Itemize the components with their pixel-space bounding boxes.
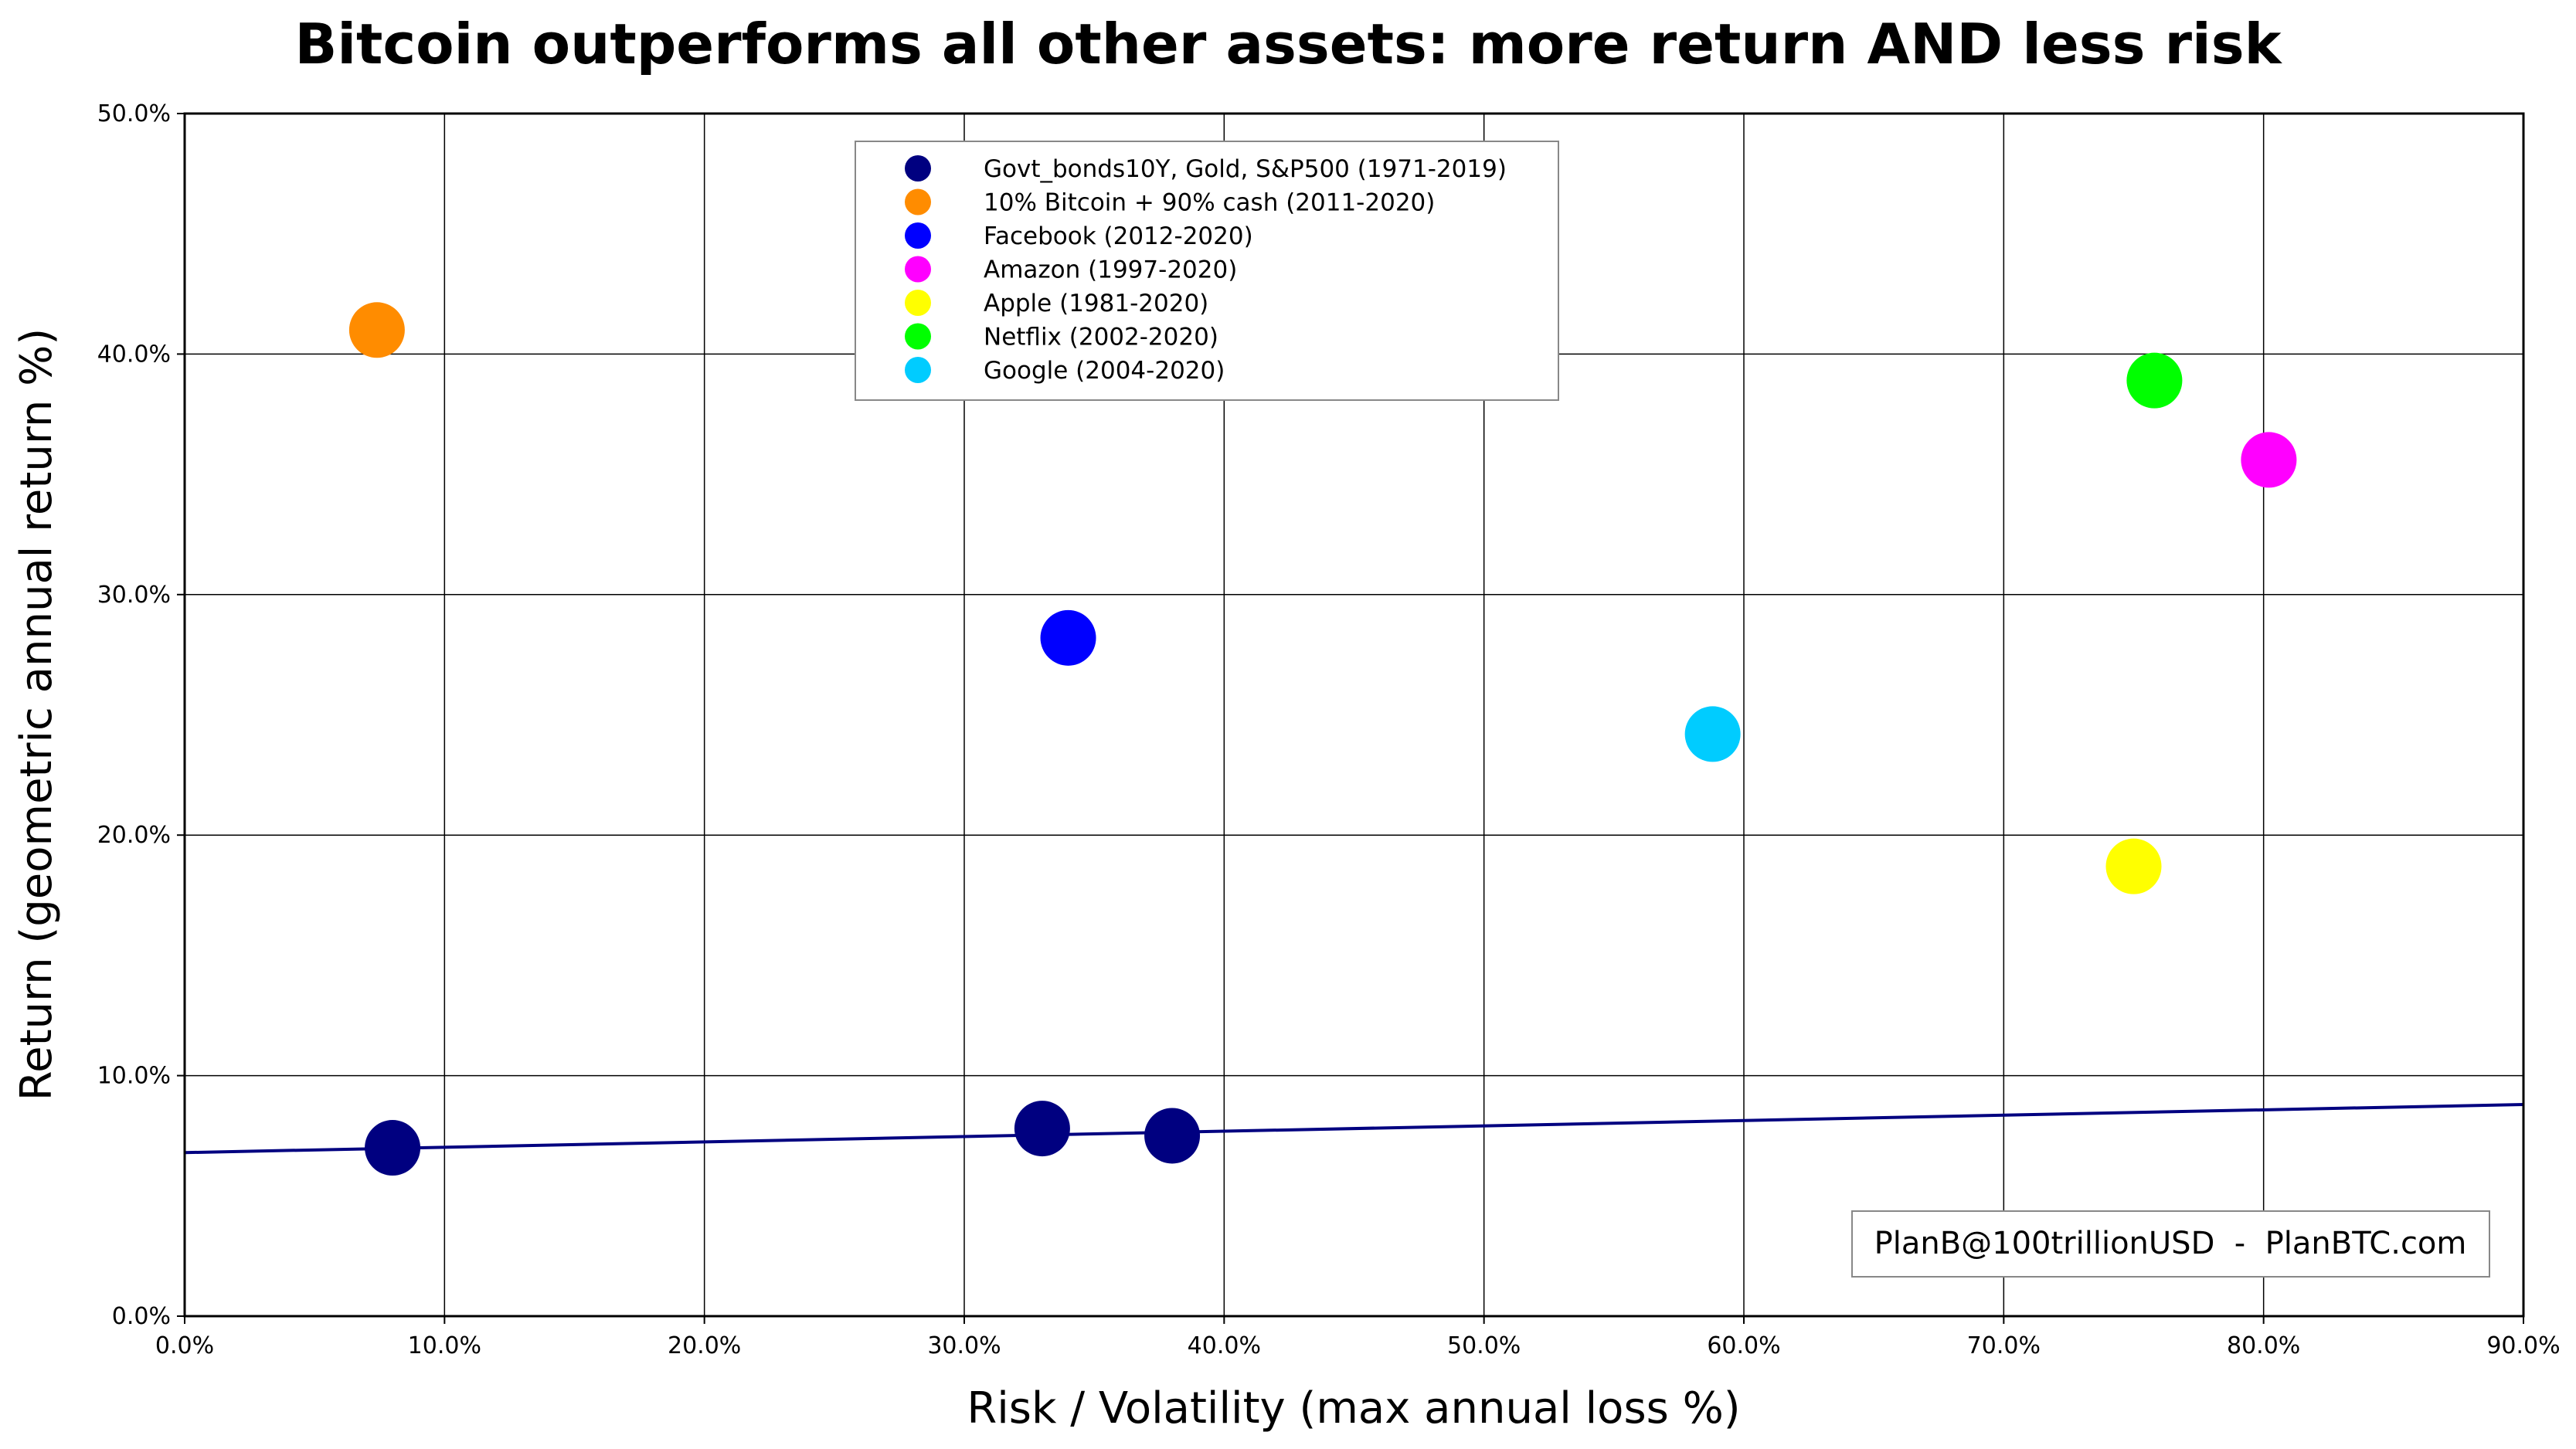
- y-axis-label: Return (geometric annual return %): [12, 328, 62, 1101]
- credit-box: PlanB@100trillionUSD - PlanBTC.com: [1851, 1210, 2490, 1278]
- data-point: [1684, 706, 1741, 762]
- legend-marker: [905, 155, 931, 182]
- x-tick-label: 40.0%: [1188, 1332, 1261, 1359]
- data-point: [365, 1120, 421, 1176]
- legend-label: Facebook (2012-2020): [984, 222, 1253, 250]
- y-tick-label: 50.0%: [97, 100, 171, 127]
- legend-label: Google (2004-2020): [984, 357, 1225, 385]
- data-point: [1144, 1108, 1201, 1164]
- legend-box: [855, 141, 1559, 401]
- trendline: [184, 1102, 2524, 1155]
- data-point: [348, 302, 405, 358]
- data-point: [1014, 1101, 1070, 1157]
- legend-marker: [905, 290, 931, 316]
- y-tick-label: 10.0%: [97, 1063, 171, 1090]
- y-tick-label: 30.0%: [97, 582, 171, 609]
- chart-title: Bitcoin outperforms all other assets: mo…: [295, 12, 2283, 76]
- y-tick-label: 40.0%: [97, 341, 171, 368]
- x-tick-label: 90.0%: [2486, 1332, 2560, 1359]
- x-tick-labels: 0.0% 10.0% 20.0% 30.0% 40.0% 50.0% 60.0% 70.0% 8…: [155, 1316, 2561, 1359]
- legend-marker: [905, 188, 931, 215]
- data-point: [2241, 432, 2297, 488]
- plot-frame: [183, 112, 2525, 1318]
- data-points: [348, 302, 2297, 1176]
- x-tick-label: 70.0%: [1967, 1332, 2041, 1359]
- x-axis-label: Risk / Volatility (max annual loss %): [967, 1383, 1740, 1434]
- y-tick-label: 0.0%: [112, 1303, 171, 1330]
- x-tick-label: 60.0%: [1707, 1332, 1780, 1359]
- x-tick-label: 50.0%: [1447, 1332, 1521, 1359]
- x-tick-label: 80.0%: [2227, 1332, 2300, 1359]
- legend-label: 10% Bitcoin + 90% cash (2011-2020): [984, 189, 1435, 217]
- legend: Govt_bonds10Y, Gold, S&P500 (1971-2019) 1…: [855, 141, 1559, 401]
- legend-label: Govt_bonds10Y, Gold, S&P500 (1971-2019): [984, 155, 1507, 183]
- legend-items: Govt_bonds10Y, Gold, S&P500 (1971-2019) 1…: [905, 155, 1507, 385]
- x-tick-label: 20.0%: [668, 1332, 741, 1359]
- data-point: [1040, 609, 1096, 666]
- credit-text: PlanB@100trillionUSD - PlanBTC.com: [1874, 1226, 2467, 1261]
- data-point: [2105, 838, 2162, 894]
- y-tick-label: 20.0%: [97, 822, 171, 849]
- x-tick-label: 10.0%: [408, 1332, 481, 1359]
- x-tick-label: 0.0%: [155, 1332, 214, 1359]
- legend-label: Apple (1981-2020): [984, 290, 1208, 317]
- legend-marker: [905, 357, 931, 383]
- data-point: [2126, 352, 2183, 409]
- y-tick-labels: 0.0% 10.0% 20.0% 30.0% 40.0% 50.0%: [97, 100, 185, 1330]
- legend-marker: [905, 256, 931, 283]
- credit-box-frame: [1851, 1210, 2490, 1278]
- legend-label: Netflix (2002-2020): [984, 324, 1218, 351]
- x-tick-label: 30.0%: [927, 1332, 1001, 1359]
- legend-marker: [905, 323, 931, 350]
- legend-label: Amazon (1997-2020): [984, 256, 1237, 284]
- trendline-group: [184, 1102, 2524, 1155]
- legend-marker: [905, 222, 931, 249]
